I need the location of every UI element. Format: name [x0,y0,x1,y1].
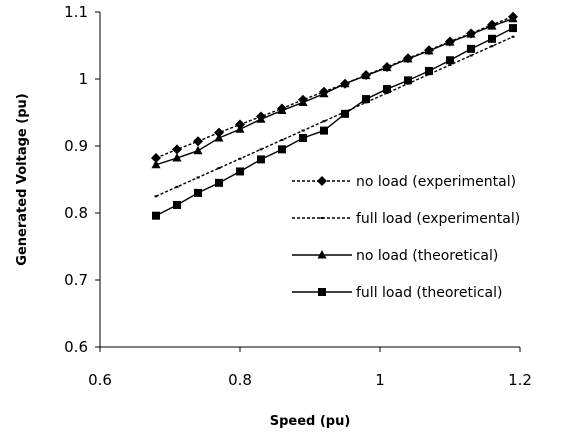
square-marker [425,66,433,75]
legend: no load (experimental) full load (experim… [292,174,520,301]
series-0 [151,11,518,164]
triangle-marker [508,13,518,23]
y-axis-title: Generated Voltage (pu) [15,93,30,265]
square-marker [404,76,412,85]
diamond-marker [172,144,182,155]
square-marker [383,85,391,94]
y-tick-label: 1 [78,70,88,88]
y-tick-label: 0.8 [64,204,88,222]
ticks: 0.6 0.7 0.8 0.9 1 1.1 0.6 0.8 1 1.2 [64,3,532,389]
square-marker [278,145,286,154]
dot-marker [196,176,200,179]
triangle-marker [466,29,476,38]
dot-marker [154,195,158,198]
diamond-marker [214,127,224,138]
square-marker [299,133,307,142]
triangle-marker [445,37,455,46]
triangle-marker [319,88,329,98]
dot-marker [301,129,305,132]
legend-label: no load (experimental) [356,174,516,190]
square-marker [194,188,202,197]
triangle-marker [361,70,371,80]
diamond-marker [151,153,161,164]
dot-marker [385,92,389,95]
x-tick-label: 0.8 [228,371,252,389]
y-tick-label: 1.1 [64,3,88,21]
y-tick-label: 0.6 [64,338,88,356]
dot-marker [490,45,494,48]
triangle-marker [298,97,308,106]
y-tick-label: 0.9 [64,137,88,155]
triangle-marker [340,78,350,88]
dot-marker [259,148,263,151]
legend-label: full load (experimental) [356,211,520,227]
triangle-marker [172,153,182,162]
dot-marker [469,54,473,57]
diamond-marker [193,136,203,147]
square-marker [318,288,326,296]
series-line [155,36,514,197]
square-marker [257,155,265,164]
dot-marker [320,217,324,219]
square-marker [362,95,370,104]
series-line [155,18,514,166]
square-marker [215,178,223,187]
triangle-marker [403,53,413,63]
square-marker [320,126,328,135]
x-tick-label: 1 [375,371,385,389]
dot-marker [280,138,284,141]
x-tick-label: 1.2 [508,371,532,389]
diamond-marker [317,176,327,186]
dot-marker [511,35,515,38]
triangle-marker [214,132,224,142]
square-marker [341,109,349,118]
series-2 [151,13,518,169]
axes [99,12,520,348]
square-marker [152,211,160,220]
series [151,11,518,220]
triangle-marker [382,62,392,72]
dot-marker [448,63,452,66]
dot-marker [322,120,326,123]
x-axis-title: Speed (pu) [270,414,351,429]
x-tick-label: 0.6 [88,371,112,389]
square-marker [488,34,496,43]
triangle-marker [277,105,287,114]
dot-marker [238,157,242,160]
triangle-marker [256,114,266,123]
triangle-marker [424,45,434,55]
series-3 [152,24,517,220]
dot-marker [217,167,221,170]
square-marker [467,44,475,53]
square-marker [446,56,454,65]
triangle-marker [317,250,327,259]
square-marker [173,200,181,209]
triangle-marker [193,145,203,155]
y-tick-label: 0.7 [64,271,88,289]
triangle-marker [235,124,245,133]
triangle-marker [487,21,497,30]
square-marker [236,167,244,176]
triangle-marker [151,159,161,169]
legend-label: no load (theoretical) [356,248,498,264]
dot-marker [175,185,179,188]
square-marker [509,24,517,33]
legend-label: full load (theoretical) [356,285,502,301]
